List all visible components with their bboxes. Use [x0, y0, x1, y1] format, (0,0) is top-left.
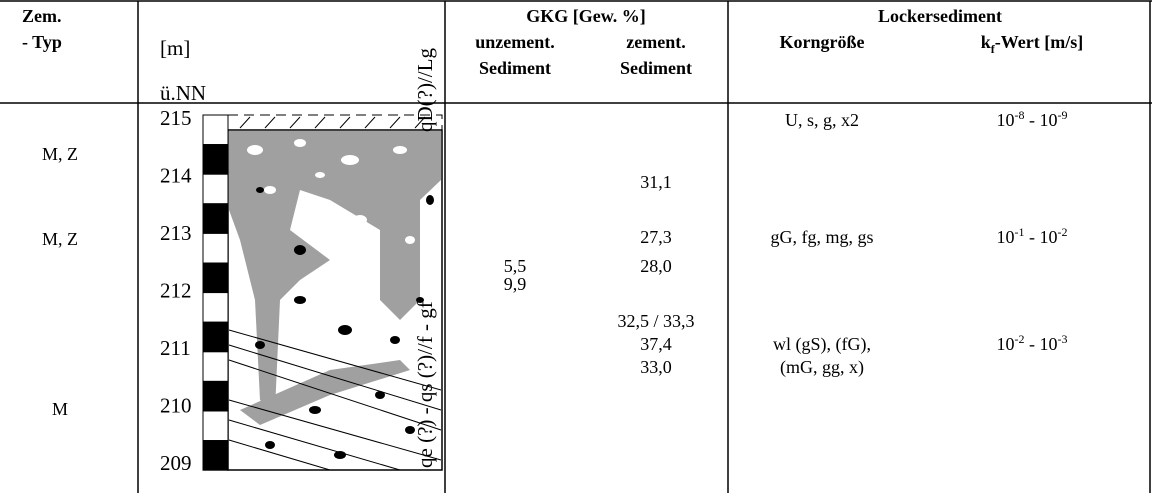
- cell-text: M, Z: [42, 229, 78, 249]
- scale-segment: [202, 144, 229, 175]
- cell-text: 32,5 / 33,3: [617, 311, 694, 331]
- header: ü.NN: [160, 81, 206, 105]
- bedding-lines: [228, 329, 442, 471]
- hatched-top: [227, 114, 443, 131]
- base: - 10: [1025, 334, 1058, 354]
- cell-text: 27,3: [640, 227, 672, 247]
- base: 10: [997, 334, 1015, 354]
- header: Sediment: [479, 58, 551, 78]
- header: kf-Wert [m/s]: [981, 32, 1083, 56]
- dark-clasts: [255, 187, 434, 459]
- header: - Typ: [22, 32, 62, 52]
- base: 10: [997, 110, 1015, 130]
- cell-text: U, s, g, x2: [785, 110, 859, 130]
- light-clasts: [247, 139, 415, 244]
- cell-text: 28,0: [640, 256, 672, 276]
- exponent: -3: [1058, 332, 1068, 346]
- hatch: [239, 116, 426, 129]
- kf-value: 10-8 - 10-9: [997, 108, 1068, 130]
- scale-segment: [202, 114, 229, 146]
- scale-segment: [202, 262, 229, 294]
- elevation-label: 209: [160, 451, 192, 475]
- exponent: -2: [1015, 332, 1025, 346]
- header: unzement.: [475, 32, 555, 52]
- cell-text: 9,9: [504, 274, 527, 294]
- cell-text: M, Z: [42, 144, 78, 164]
- elevation-label: 211: [160, 336, 191, 360]
- scale-segment: [202, 292, 229, 323]
- exponent: -2: [1058, 225, 1068, 239]
- scale-segment: [202, 351, 229, 382]
- cell-text: 37,4: [640, 334, 672, 354]
- unit-label: qe (?) - qs (?)//f - gf: [413, 301, 437, 468]
- scale-bar: [202, 114, 229, 471]
- scale-segment: [202, 173, 229, 205]
- kf-value: 10-1 - 10-2: [997, 225, 1068, 247]
- kf-value: 10-2 - 10-3: [997, 332, 1068, 354]
- cell-text: gG, fg, mg, gs: [771, 227, 874, 247]
- elevation-label: 215: [160, 106, 192, 130]
- base: 10: [997, 227, 1015, 247]
- header: Zem.: [22, 6, 62, 26]
- profile-column: [227, 114, 443, 471]
- header: [m]: [160, 36, 190, 60]
- exponent: -9: [1058, 108, 1068, 122]
- scale-segment: [202, 380, 229, 412]
- header: Lockersediment: [878, 6, 1002, 26]
- cell-text: wl (gS), (fG),: [773, 334, 871, 355]
- base: - 10: [1025, 227, 1058, 247]
- cell-text: (mG, gg, x): [780, 357, 864, 378]
- scale-segment: [202, 410, 229, 442]
- exponent: -8: [1015, 108, 1025, 122]
- elevation-label: 213: [160, 221, 192, 245]
- cell-text: 5,5: [504, 256, 527, 276]
- scale-segment: [202, 321, 229, 353]
- base: - 10: [1025, 110, 1058, 130]
- cell-text: 31,1: [640, 172, 672, 192]
- cell-text: M: [52, 399, 68, 419]
- elevation-label: 214: [160, 164, 192, 188]
- scale-segment: [202, 440, 229, 471]
- gray-tongue: [240, 360, 410, 425]
- exponent: -1: [1015, 225, 1025, 239]
- header: GKG [Gew. %]: [526, 6, 646, 26]
- header: Sediment: [620, 58, 692, 78]
- elevation-label: 212: [160, 279, 192, 303]
- gray-facies: [229, 131, 441, 410]
- elevation-label: 210: [160, 394, 192, 418]
- header: Korngröße: [780, 32, 865, 52]
- header: zement.: [626, 32, 685, 52]
- unit-label: qD(?)//Lg: [413, 48, 437, 132]
- scale-segment: [202, 203, 229, 234]
- scale-segment: [202, 232, 229, 264]
- cell-text: 33,0: [640, 357, 672, 377]
